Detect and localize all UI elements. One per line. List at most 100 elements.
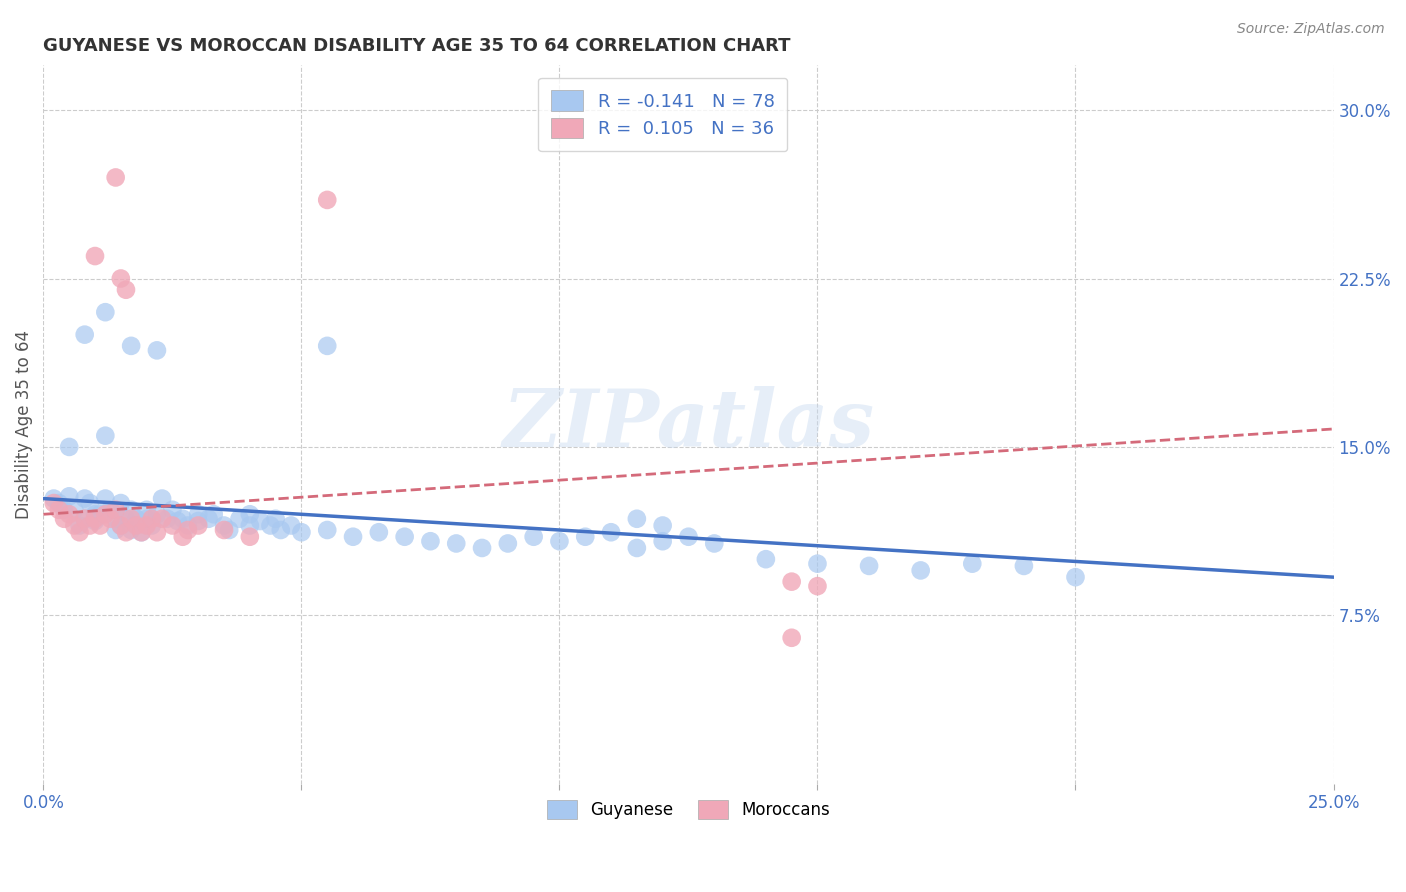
Point [290,525,312,540]
Point [678,530,700,544]
Point [574,530,596,544]
Point [69,525,91,540]
Point [73,491,96,506]
Point [135,512,157,526]
Point [131,525,153,540]
Point [120,523,142,537]
Point [94,508,117,522]
Point [89,508,111,522]
Point [94,305,117,319]
Point [63,503,86,517]
Point [73,327,96,342]
Point [280,518,302,533]
Point [48,496,70,510]
Point [187,514,209,528]
Point [120,512,142,526]
Point [755,552,778,566]
Point [58,508,80,522]
Point [79,496,101,510]
Text: Source: ZipAtlas.com: Source: ZipAtlas.com [1237,22,1385,37]
Point [651,518,673,533]
Point [394,530,416,544]
Point [131,525,153,540]
Point [703,536,725,550]
Point [202,508,225,522]
Point [48,503,70,517]
Point [806,579,828,593]
Point [342,530,364,544]
Point [471,541,494,555]
Point [177,523,200,537]
Point [212,523,235,537]
Point [115,512,138,526]
Point [962,557,984,571]
Point [496,536,519,550]
Point [264,512,287,526]
Point [141,518,163,533]
Point [150,512,173,526]
Point [162,503,184,517]
Point [162,518,184,533]
Point [104,170,127,185]
Point [239,518,262,533]
Text: GUYANESE VS MOROCCAN DISABILITY AGE 35 TO 64 CORRELATION CHART: GUYANESE VS MOROCCAN DISABILITY AGE 35 T… [44,37,792,55]
Point [212,518,235,533]
Point [58,440,80,454]
Point [228,512,250,526]
Point [125,512,148,526]
Point [197,512,219,526]
Point [316,523,339,537]
Point [94,428,117,442]
Point [270,523,292,537]
Point [156,512,179,526]
Point [73,512,96,526]
Point [187,518,209,533]
Point [146,343,169,358]
Point [367,525,389,540]
Point [110,271,132,285]
Point [100,503,122,517]
Point [166,514,188,528]
Point [104,503,127,517]
Point [79,518,101,533]
Point [53,503,76,517]
Point [316,339,339,353]
Legend: Guyanese, Moroccans: Guyanese, Moroccans [540,793,837,826]
Point [115,283,138,297]
Point [84,514,107,528]
Point [218,523,240,537]
Point [626,541,648,555]
Point [172,530,194,544]
Point [135,518,157,533]
Point [110,496,132,510]
Point [100,512,122,526]
Point [120,339,142,353]
Point [419,534,441,549]
Point [125,518,148,533]
Point [1064,570,1087,584]
Point [110,518,132,533]
Text: ZIPatlas: ZIPatlas [502,385,875,463]
Point [626,512,648,526]
Point [73,512,96,526]
Point [53,512,76,526]
Point [806,557,828,571]
Point [84,508,107,522]
Point [446,536,468,550]
Point [172,512,194,526]
Point [548,534,571,549]
Point [523,530,546,544]
Point [150,491,173,506]
Point [135,503,157,517]
Point [600,525,623,540]
Point [146,508,169,522]
Point [910,563,932,577]
Point [858,558,880,573]
Point [1012,558,1035,573]
Point [249,514,271,528]
Point [84,512,107,526]
Point [239,530,262,544]
Point [42,496,65,510]
Point [316,193,339,207]
Point [42,491,65,506]
